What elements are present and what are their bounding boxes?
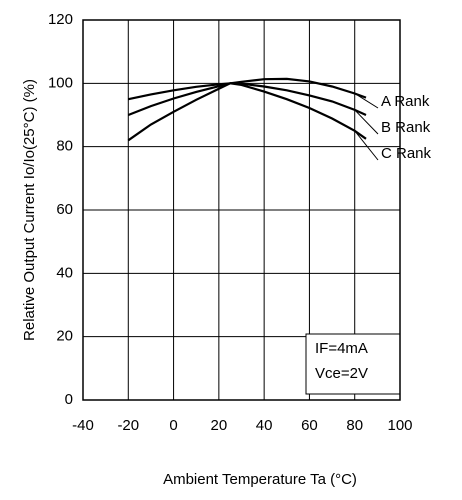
leader-line — [354, 130, 379, 161]
annotation: IF=4mA — [315, 340, 368, 357]
y-tick-label: 20 — [56, 328, 73, 345]
series-line — [127, 82, 367, 142]
annotation-box — [305, 333, 401, 395]
x-tick-label: -40 — [72, 417, 94, 434]
annotation: Vce=2V — [315, 365, 368, 382]
leader-line — [354, 109, 379, 135]
legend-label: A Rank — [381, 93, 430, 110]
plot-frame — [82, 19, 401, 401]
series-line — [128, 77, 367, 101]
y-axis-label: Relative Output Current Io/Io(25°C) (%) — [21, 79, 38, 341]
x-tick-label: 40 — [256, 417, 273, 434]
leader-line — [354, 93, 379, 109]
x-tick-label: 60 — [301, 417, 318, 434]
y-tick-label: 0 — [65, 391, 73, 408]
y-tick-label: 120 — [48, 11, 73, 28]
y-tick-label: 100 — [48, 74, 73, 91]
y-tick-label: 80 — [56, 138, 73, 155]
x-tick-label: 20 — [211, 417, 228, 434]
x-tick-label: 0 — [169, 417, 177, 434]
x-tick-label: -20 — [117, 417, 139, 434]
x-axis-label: Ambient Temperature Ta (°C) — [163, 471, 357, 488]
y-tick-label: 40 — [56, 264, 73, 281]
x-tick-label: 100 — [387, 417, 412, 434]
y-tick-label: 60 — [56, 201, 73, 218]
series-line — [127, 82, 367, 117]
legend-label: B Rank — [381, 119, 431, 136]
x-tick-label: 80 — [346, 417, 363, 434]
legend-label: C Rank — [381, 145, 432, 162]
